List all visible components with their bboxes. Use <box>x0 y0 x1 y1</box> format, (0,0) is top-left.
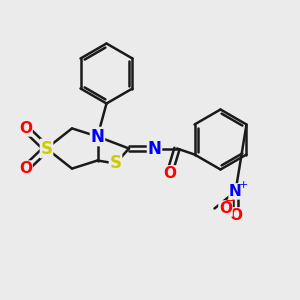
Text: O: O <box>163 166 176 181</box>
Text: O: O <box>229 208 242 223</box>
Text: N: N <box>229 184 242 199</box>
Text: O: O <box>19 161 32 176</box>
Text: S: S <box>110 154 122 172</box>
Text: +: + <box>239 180 249 190</box>
Text: O: O <box>219 201 232 216</box>
Text: N: N <box>91 128 104 146</box>
Text: S: S <box>40 140 52 158</box>
Text: O: O <box>19 121 32 136</box>
Text: −: − <box>225 195 236 208</box>
Text: N: N <box>148 140 161 158</box>
